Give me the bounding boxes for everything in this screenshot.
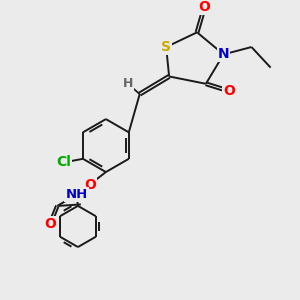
Text: O: O [199,0,210,14]
Text: O: O [44,217,56,231]
Text: O: O [84,178,96,192]
Text: O: O [224,84,236,98]
Text: N: N [218,47,230,61]
Text: NH: NH [65,188,88,201]
Text: Cl: Cl [56,155,71,169]
Text: H: H [123,77,133,90]
Text: S: S [161,40,171,54]
